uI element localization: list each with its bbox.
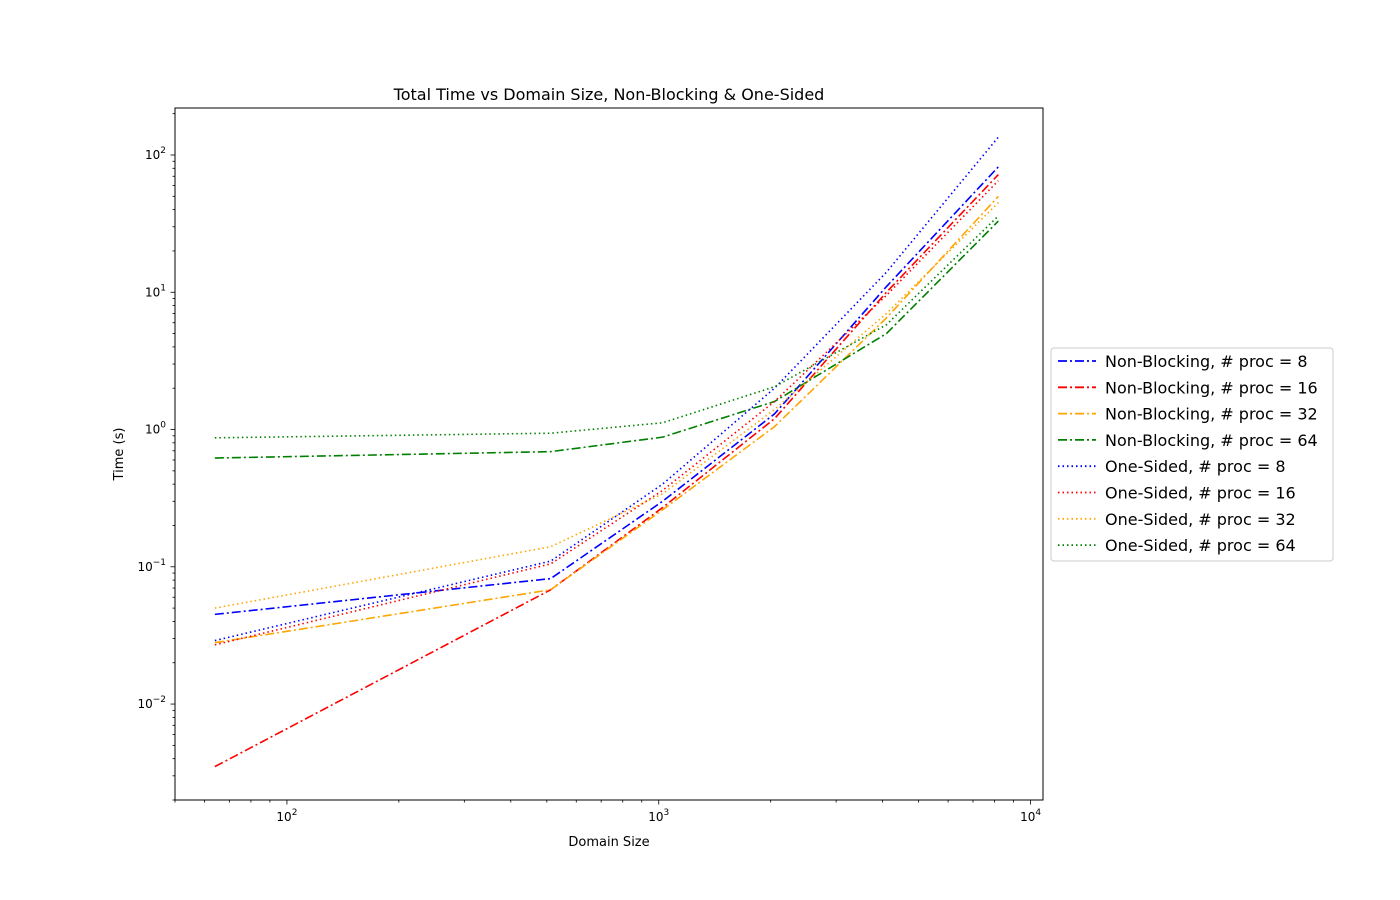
y-tick-label: 10−1 [137, 558, 166, 574]
x-tick-label: 104 [1020, 808, 1041, 824]
legend-label: Non-Blocking, # proc = 16 [1105, 378, 1318, 397]
series-line-5 [214, 136, 999, 642]
legend-label: One-Sided, # proc = 32 [1105, 510, 1296, 529]
y-tick-label: 100 [145, 421, 166, 437]
legend: Non-Blocking, # proc = 8 Non-Blocking, # … [1050, 347, 1334, 562]
legend-label: One-Sided, # proc = 8 [1105, 457, 1286, 476]
plot-lines [214, 136, 999, 768]
legend-frame [1050, 347, 1334, 562]
x-tick-label: 102 [276, 808, 297, 824]
y-tick-label: 102 [145, 146, 166, 162]
legend-label: One-Sided, # proc = 64 [1105, 536, 1296, 555]
series-line-8 [214, 215, 999, 439]
series-line-2 [214, 174, 999, 768]
x-axis: 102 103 104 [174, 800, 1041, 824]
y-tick-label: 101 [145, 283, 166, 299]
series-line-1 [214, 166, 999, 616]
legend-label: One-Sided, # proc = 16 [1105, 484, 1296, 503]
series-line-7 [214, 202, 999, 609]
legend-label: Non-Blocking, # proc = 32 [1105, 405, 1318, 424]
x-tick-label: 103 [648, 808, 669, 824]
legend-label: Non-Blocking, # proc = 8 [1105, 352, 1308, 371]
legend-label: Non-Blocking, # proc = 64 [1105, 431, 1318, 450]
series-line-4 [214, 220, 999, 459]
y-axis-label: Time (s) [112, 428, 127, 482]
series-line-3 [214, 195, 999, 644]
y-tick-label: 10−2 [137, 695, 166, 711]
y-axis: 10−2 10−1 100 101 102 [137, 113, 175, 801]
series-line-6 [214, 180, 999, 646]
x-axis-label: Domain Size [568, 835, 649, 850]
chart-title: Total Time vs Domain Size, Non-Blocking … [393, 85, 825, 104]
plot-frame [174, 107, 1044, 801]
